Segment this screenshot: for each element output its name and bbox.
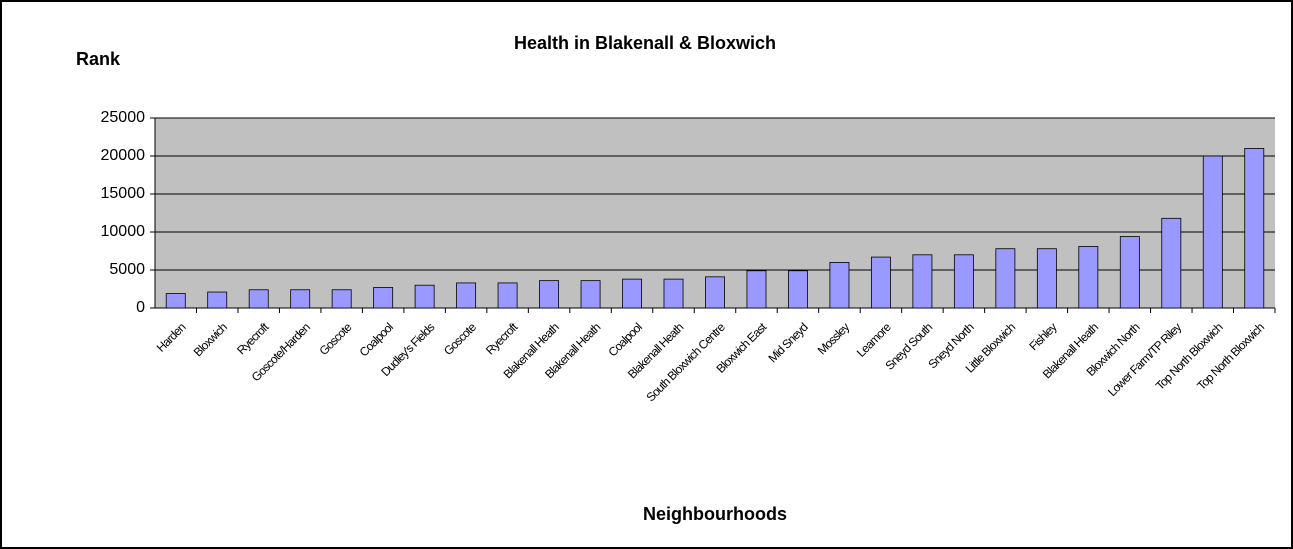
bar xyxy=(497,282,518,309)
y-tick-label: 20000 xyxy=(101,147,146,164)
bar xyxy=(1202,155,1223,309)
y-tick-label: 15000 xyxy=(101,185,146,202)
y-axis-label: Rank xyxy=(76,49,121,69)
bar xyxy=(788,270,808,309)
y-tick-label: 0 xyxy=(136,299,145,316)
bar xyxy=(248,289,269,309)
y-tick-label: 25000 xyxy=(101,109,146,126)
bar xyxy=(373,287,394,309)
bar xyxy=(580,280,601,309)
bar xyxy=(622,278,642,309)
bar xyxy=(1119,236,1140,309)
chart-title: Health in Blakenall & Bloxwich xyxy=(514,33,776,53)
y-tick-label: 5000 xyxy=(109,261,145,278)
bar xyxy=(663,278,684,309)
bar xyxy=(165,293,186,309)
bar xyxy=(746,270,767,309)
bar xyxy=(1161,217,1182,309)
bar xyxy=(331,289,352,309)
bar xyxy=(207,291,228,309)
bar xyxy=(705,276,725,309)
bar xyxy=(953,254,974,309)
y-tick-label: 10000 xyxy=(101,223,146,240)
bar xyxy=(870,256,891,309)
x-axis-label: Neighbourhoods xyxy=(643,504,787,524)
bar xyxy=(829,261,850,309)
bar xyxy=(456,282,477,309)
bar xyxy=(1244,147,1265,309)
bar xyxy=(414,284,435,309)
bar xyxy=(539,280,560,309)
bar xyxy=(995,248,1016,309)
bar xyxy=(1078,246,1099,309)
bar xyxy=(912,254,933,309)
bar xyxy=(1036,248,1057,309)
bar xyxy=(290,289,311,309)
